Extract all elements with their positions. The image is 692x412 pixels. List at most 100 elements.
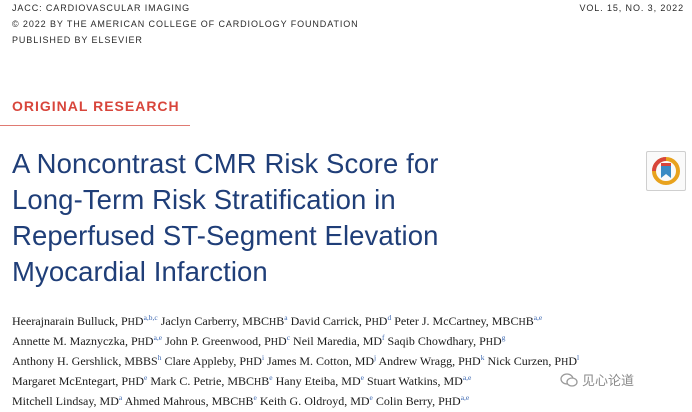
author-name: Mitchell Lindsay bbox=[12, 394, 94, 408]
author-name: Ahmed Mahrous bbox=[124, 394, 206, 408]
affiliation-superscript[interactable]: e bbox=[144, 373, 148, 382]
author-line: Mitchell Lindsay, MDa Ahmed Mahrous, MBC… bbox=[12, 392, 692, 412]
author-entry: Anthony H. Gershlick, MBBSh bbox=[12, 353, 162, 368]
author-entry: Annette M. Maznyczka, PHDa,e bbox=[12, 333, 163, 348]
affiliation-superscript[interactable]: a,e bbox=[533, 313, 543, 322]
author-degree: PHD bbox=[364, 314, 388, 328]
author-name: Hany Eteiba bbox=[275, 374, 336, 388]
wechat-icon bbox=[560, 372, 578, 387]
author-degree: PHD bbox=[264, 334, 287, 348]
affiliation-superscript[interactable]: e bbox=[360, 373, 364, 382]
author-entry: Mitchell Lindsay, MDa bbox=[12, 393, 123, 408]
copyright-line: © 2022 BY THE AMERICAN COLLEGE OF CARDIO… bbox=[12, 19, 359, 29]
author-line: Anthony H. Gershlick, MBBSh Clare Appleb… bbox=[12, 352, 692, 372]
author-degree: PHD bbox=[479, 334, 502, 348]
author-name: Annette M. Maznyczka bbox=[12, 334, 125, 348]
publisher-line: PUBLISHED BY ELSEVIER bbox=[12, 35, 143, 45]
affiliation-superscript[interactable]: a bbox=[118, 393, 123, 402]
affiliation-superscript[interactable]: k bbox=[480, 353, 485, 362]
author-name: Jaclyn Carberry bbox=[160, 314, 237, 328]
author-degree: PHD bbox=[130, 334, 154, 348]
author-line: Annette M. Maznyczka, PHDa,e John P. Gre… bbox=[12, 332, 692, 352]
affiliation-superscript[interactable]: h bbox=[157, 353, 162, 362]
author-name: Colin Berry bbox=[375, 394, 433, 408]
author-entry: John P. Greenwood, PHDc bbox=[165, 333, 291, 348]
author-entry: Peter J. McCartney, MBCHBa,e bbox=[394, 313, 543, 328]
author-degree: MBCHB bbox=[242, 314, 285, 328]
author-degree: PHD bbox=[239, 354, 262, 368]
author-name: Peter J. McCartney bbox=[394, 314, 486, 328]
author-name: Neil Maredia bbox=[293, 334, 357, 348]
author-list: Heerajnarain Bulluck, PHDa,b,c Jaclyn Ca… bbox=[12, 312, 692, 412]
author-entry: Clare Appleby, PHDi bbox=[164, 353, 265, 368]
author-entry: James M. Cotton, MDj bbox=[267, 353, 377, 368]
author-name: Stuart Watkins bbox=[366, 374, 438, 388]
author-name: James M. Cotton bbox=[267, 354, 349, 368]
affiliation-superscript[interactable]: a,e bbox=[153, 333, 163, 342]
title-line: Long-Term Risk Stratification in bbox=[12, 184, 396, 215]
author-line: Heerajnarain Bulluck, PHDa,b,c Jaclyn Ca… bbox=[12, 312, 692, 332]
watermark-text: 见心论道 bbox=[582, 373, 635, 388]
author-degree: MD bbox=[362, 334, 383, 348]
watermark: 见心论道 bbox=[560, 370, 634, 389]
author-name: Keith G. Oldroyd bbox=[259, 394, 345, 408]
crossmark-icon bbox=[652, 157, 680, 185]
author-degree: MD bbox=[443, 374, 463, 388]
author-degree: MD bbox=[350, 394, 370, 408]
affiliation-superscript[interactable]: a,b,c bbox=[143, 313, 158, 322]
author-entry: Keith G. Oldroyd, MDe bbox=[259, 393, 373, 408]
author-degree: PHD bbox=[554, 354, 578, 368]
author-entry: Stuart Watkins, MDa,e bbox=[366, 373, 472, 388]
author-degree: PHD bbox=[438, 394, 461, 408]
author-name: Heerajnarain Bulluck bbox=[12, 314, 115, 328]
author-name: Nick Curzen bbox=[487, 354, 549, 368]
author-entry: Colin Berry, PHDa,e bbox=[375, 393, 470, 408]
author-entry: Jaclyn Carberry, MBCHBa bbox=[160, 313, 288, 328]
author-degree: MD bbox=[99, 394, 119, 408]
journal-name: JACC: CARDIOVASCULAR IMAGING bbox=[12, 3, 191, 13]
affiliation-superscript[interactable]: d bbox=[387, 313, 392, 322]
affiliation-superscript[interactable]: e bbox=[369, 393, 373, 402]
author-line: Margaret McEntegart, PHDe Mark C. Petrie… bbox=[12, 372, 692, 392]
author-entry: Neil Maredia, MDf bbox=[293, 333, 385, 348]
article-title: A Noncontrast CMR Risk Score for Long-Te… bbox=[12, 146, 612, 290]
author-name: Anthony H. Gershlick bbox=[12, 354, 119, 368]
author-degree: MBCHB bbox=[227, 374, 270, 388]
affiliation-superscript[interactable]: a,e bbox=[460, 393, 470, 402]
affiliation-superscript[interactable]: j bbox=[374, 353, 377, 362]
affiliation-superscript[interactable]: i bbox=[261, 353, 265, 362]
author-degree: MBCHB bbox=[491, 314, 534, 328]
volume-issue: VOL. 15, NO. 3, 2022 bbox=[579, 3, 684, 13]
author-name: Margaret McEntegart bbox=[12, 374, 116, 388]
author-entry: Nick Curzen, PHDl bbox=[487, 353, 580, 368]
author-entry: Saqib Chowdhary, PHDg bbox=[387, 333, 506, 348]
author-degree: PHD bbox=[120, 314, 144, 328]
affiliation-superscript[interactable]: g bbox=[501, 333, 506, 342]
section-label: ORIGINAL RESEARCH bbox=[12, 98, 180, 114]
author-name: Clare Appleby bbox=[164, 354, 234, 368]
affiliation-superscript[interactable]: f bbox=[382, 333, 385, 342]
title-line: Myocardial Infarction bbox=[12, 256, 268, 287]
author-degree: MD bbox=[354, 354, 375, 368]
affiliation-superscript[interactable]: c bbox=[286, 333, 291, 342]
author-name: Mark C. Petrie bbox=[150, 374, 222, 388]
affiliation-superscript[interactable]: l bbox=[577, 353, 580, 362]
author-degree: PHD bbox=[458, 354, 481, 368]
section-divider bbox=[0, 125, 190, 126]
affiliation-superscript[interactable]: a bbox=[284, 313, 288, 322]
author-entry: Mark C. Petrie, MBCHBe bbox=[150, 373, 273, 388]
crossmark-button[interactable] bbox=[646, 151, 686, 191]
author-name: John P. Greenwood bbox=[165, 334, 259, 348]
author-name: Andrew Wragg bbox=[378, 354, 453, 368]
title-line: Reperfused ST-Segment Elevation bbox=[12, 220, 439, 251]
affiliation-superscript[interactable]: e bbox=[253, 393, 257, 402]
affiliation-superscript[interactable]: e bbox=[269, 373, 273, 382]
author-degree: MD bbox=[341, 374, 361, 388]
author-entry: Hany Eteiba, MDe bbox=[275, 373, 364, 388]
author-name: Saqib Chowdhary bbox=[387, 334, 474, 348]
author-degree: MBBS bbox=[124, 354, 158, 368]
author-entry: Heerajnarain Bulluck, PHDa,b,c bbox=[12, 313, 158, 328]
author-entry: Margaret McEntegart, PHDe bbox=[12, 373, 148, 388]
author-degree: MBCHB bbox=[211, 394, 254, 408]
affiliation-superscript[interactable]: a,e bbox=[462, 373, 472, 382]
